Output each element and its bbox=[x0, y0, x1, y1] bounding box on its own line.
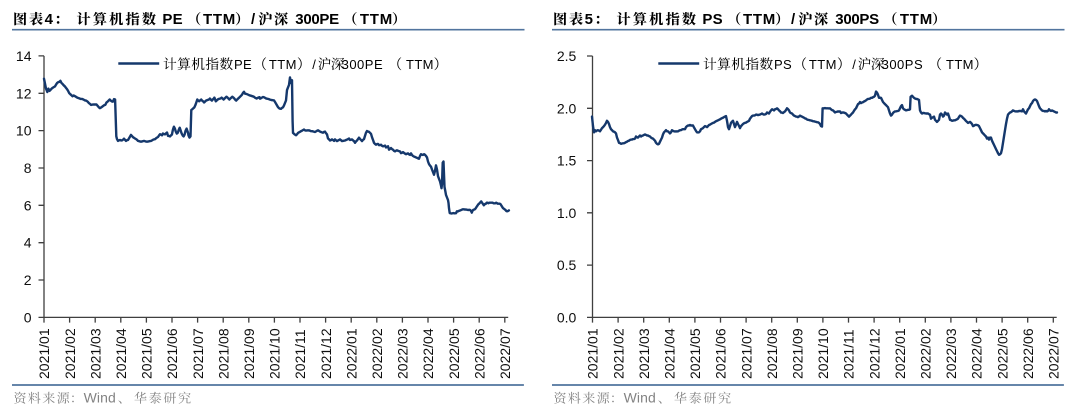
svg-text:2021/09: 2021/09 bbox=[790, 328, 806, 379]
svg-text:/: / bbox=[251, 11, 256, 28]
svg-text:2021/05: 2021/05 bbox=[139, 328, 155, 379]
svg-text:TTM: TTM bbox=[743, 11, 776, 28]
svg-text:2022/02: 2022/02 bbox=[369, 328, 385, 379]
svg-text:PE: PE bbox=[162, 11, 182, 28]
svg-text:2: 2 bbox=[24, 272, 32, 288]
svg-text:2022/01: 2022/01 bbox=[343, 328, 359, 379]
svg-text:2021/08: 2021/08 bbox=[764, 328, 780, 379]
svg-text:2021/06: 2021/06 bbox=[164, 328, 180, 379]
svg-text:2021/04: 2021/04 bbox=[662, 328, 678, 379]
svg-text:PS: PS bbox=[702, 11, 722, 28]
svg-text:2021/01: 2021/01 bbox=[585, 328, 601, 379]
svg-text:/: / bbox=[852, 57, 856, 72]
svg-text:2022/06: 2022/06 bbox=[1020, 328, 1036, 379]
svg-text:2.5: 2.5 bbox=[557, 48, 577, 64]
svg-text:2021/11: 2021/11 bbox=[841, 329, 857, 379]
svg-text:2022/03: 2022/03 bbox=[395, 328, 411, 379]
svg-text:2022/01: 2022/01 bbox=[892, 328, 908, 379]
svg-text:1.0: 1.0 bbox=[557, 205, 577, 221]
svg-text:6: 6 bbox=[24, 197, 32, 213]
svg-text:2022/07: 2022/07 bbox=[1046, 328, 1062, 379]
svg-text:300PS: 300PS bbox=[835, 11, 879, 28]
svg-text:2021/05: 2021/05 bbox=[687, 328, 703, 379]
svg-text:2.0: 2.0 bbox=[557, 100, 577, 116]
svg-text:Wind: Wind bbox=[624, 390, 656, 406]
svg-text:2021/10: 2021/10 bbox=[267, 328, 283, 379]
svg-text:2022/07: 2022/07 bbox=[497, 328, 513, 379]
svg-text:1.5: 1.5 bbox=[557, 153, 577, 169]
svg-text:TTM: TTM bbox=[269, 57, 297, 72]
svg-text:TTM: TTM bbox=[900, 11, 933, 28]
svg-text:2021/10: 2021/10 bbox=[815, 328, 831, 379]
svg-text:2022/03: 2022/03 bbox=[943, 328, 959, 379]
svg-text:2021/11: 2021/11 bbox=[292, 329, 308, 379]
svg-text:TTM: TTM bbox=[946, 57, 974, 72]
svg-text:/: / bbox=[791, 11, 796, 28]
svg-text:4: 4 bbox=[24, 235, 32, 251]
svg-text:2021/06: 2021/06 bbox=[713, 328, 729, 379]
svg-text:/: / bbox=[312, 57, 316, 72]
svg-text:2021/03: 2021/03 bbox=[636, 328, 652, 379]
svg-text:PE: PE bbox=[234, 57, 252, 72]
svg-text:TTM: TTM bbox=[406, 57, 434, 72]
svg-text:12: 12 bbox=[16, 85, 32, 101]
svg-text:TTM: TTM bbox=[360, 11, 393, 28]
svg-text:8: 8 bbox=[24, 160, 32, 176]
svg-text:2021/02: 2021/02 bbox=[610, 328, 626, 379]
svg-text:5: 5 bbox=[585, 11, 593, 28]
svg-text:300PE: 300PE bbox=[295, 11, 339, 28]
svg-text:2022/05: 2022/05 bbox=[994, 328, 1010, 379]
svg-text:2021/12: 2021/12 bbox=[318, 328, 334, 379]
svg-text:2021/01: 2021/01 bbox=[36, 328, 52, 379]
svg-text:300PE: 300PE bbox=[342, 57, 384, 72]
svg-text:TTM: TTM bbox=[809, 57, 837, 72]
svg-text:2021/08: 2021/08 bbox=[215, 328, 231, 379]
svg-text:2022/06: 2022/06 bbox=[471, 328, 487, 379]
svg-text:0: 0 bbox=[24, 309, 32, 325]
svg-text:300PS: 300PS bbox=[882, 57, 924, 72]
svg-text:2022/02: 2022/02 bbox=[918, 328, 934, 379]
svg-text:2022/04: 2022/04 bbox=[420, 328, 436, 379]
svg-text:4: 4 bbox=[45, 11, 54, 28]
svg-text:10: 10 bbox=[16, 123, 32, 139]
svg-text:PS: PS bbox=[774, 57, 792, 72]
svg-text:Wind: Wind bbox=[84, 390, 116, 406]
svg-text:2021/07: 2021/07 bbox=[738, 328, 754, 379]
svg-text:0.0: 0.0 bbox=[557, 309, 577, 325]
svg-text:2022/05: 2022/05 bbox=[446, 328, 462, 379]
svg-text:0.5: 0.5 bbox=[557, 257, 577, 273]
svg-text:TTM: TTM bbox=[203, 11, 236, 28]
svg-text:2022/04: 2022/04 bbox=[969, 328, 985, 379]
svg-text:14: 14 bbox=[16, 48, 32, 64]
svg-text:2021/04: 2021/04 bbox=[113, 328, 129, 379]
svg-text:2021/12: 2021/12 bbox=[866, 328, 882, 379]
svg-text:2021/02: 2021/02 bbox=[62, 328, 78, 379]
svg-text:2021/07: 2021/07 bbox=[190, 328, 206, 379]
svg-text:2021/03: 2021/03 bbox=[87, 328, 103, 379]
svg-text:2021/09: 2021/09 bbox=[241, 328, 257, 379]
